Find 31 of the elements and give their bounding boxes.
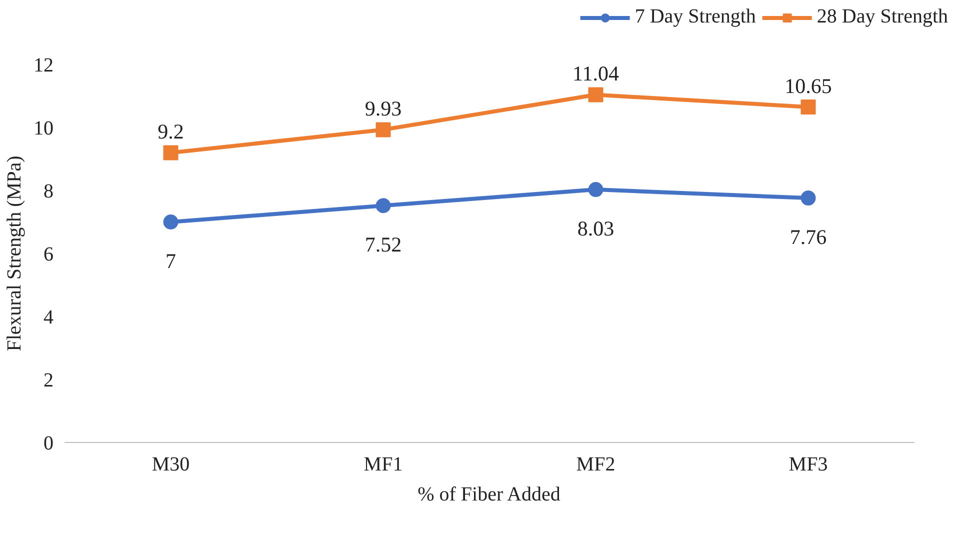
data-label: 7.76	[790, 225, 827, 250]
data-label: 7	[166, 249, 176, 273]
point	[376, 198, 391, 214]
data-label: 11.04	[572, 62, 620, 86]
x-tick-label: MF1	[364, 454, 403, 476]
point	[588, 87, 604, 102]
y-tick-label: 4	[44, 306, 54, 328]
point	[800, 100, 816, 115]
x-tick-label: M30	[152, 454, 190, 476]
legend-label: 7 Day Strength	[634, 6, 756, 28]
y-axis-title: Flexural Strength (MPa)	[4, 156, 26, 352]
y-tick-label: 6	[44, 244, 54, 266]
data-label: 9.93	[364, 96, 402, 121]
y-tick-label: 0	[44, 432, 54, 454]
x-tick-label: MF2	[576, 454, 616, 476]
y-tick-label: 8	[44, 180, 54, 202]
y-tick-label: 10	[34, 118, 54, 140]
data-label: 8.03	[577, 216, 614, 241]
data-label: 10.65	[784, 74, 832, 98]
point	[163, 214, 178, 230]
data-label: 7.52	[364, 232, 402, 257]
legend-label: 28 Day Strength	[816, 6, 948, 28]
point	[588, 182, 604, 198]
y-tick-label: 2	[44, 370, 54, 392]
data-label: 9.2	[158, 120, 184, 144]
x-axis-title: % of Fiber Added	[418, 484, 560, 506]
y-tick-label: 12	[34, 54, 54, 76]
point	[163, 145, 178, 160]
x-tick-label: MF3	[788, 454, 828, 476]
point	[376, 122, 391, 138]
point	[800, 190, 816, 206]
